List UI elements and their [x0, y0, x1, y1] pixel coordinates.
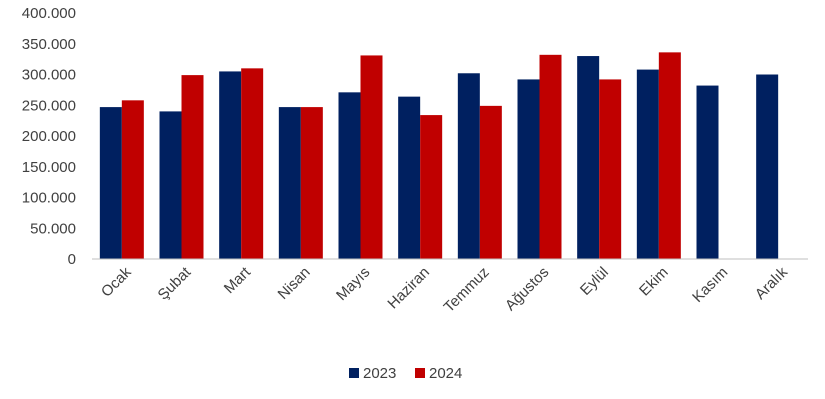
x-tick-label: Ekim	[636, 264, 672, 300]
bar-2023-Ocak	[99, 107, 122, 259]
legend-label: 2023	[363, 365, 396, 382]
x-tick-label: Eylül	[577, 264, 612, 299]
y-tick-label: 300.000	[22, 67, 76, 84]
x-tick-label: Nisan	[275, 264, 314, 303]
bar-2024-Şubat	[181, 75, 204, 260]
bar-2024-Ekim	[658, 52, 681, 259]
y-tick-label: 200.000	[22, 128, 76, 145]
bars	[99, 52, 779, 260]
bar-2024-Nisan	[300, 107, 323, 259]
x-tick-label: Ocak	[98, 263, 135, 300]
bar-2023-Kasım	[696, 85, 719, 259]
bar-2023-Aralık	[756, 74, 779, 259]
bar-2024-Temmuz	[479, 105, 502, 260]
y-tick-label: 250.000	[22, 97, 76, 114]
x-tick-label: Ağustos	[502, 264, 552, 314]
y-tick-label: 350.000	[22, 36, 76, 53]
bar-2023-Ağustos	[517, 79, 540, 259]
y-tick-label: 150.000	[22, 159, 76, 176]
x-tick-label: Mart	[221, 263, 255, 297]
legend-swatch-2023	[349, 368, 359, 378]
x-tick-label: Haziran	[384, 264, 433, 313]
x-tick-label: Kasım	[689, 264, 731, 306]
x-tick-label: Aralık	[752, 263, 791, 302]
legend-label: 2024	[429, 365, 462, 382]
bar-2024-Eylül	[599, 79, 622, 259]
bar-2023-Mayıs	[338, 92, 361, 260]
y-tick-label: 100.000	[22, 190, 76, 207]
y-tick-label: 50.000	[30, 220, 76, 237]
legend: 2023 2024	[349, 365, 462, 382]
legend-swatch-2024	[415, 368, 425, 378]
bar-2023-Şubat	[159, 111, 182, 260]
bar-2023-Haziran	[398, 96, 421, 259]
y-axis: 0 50.000 100.000 150.000 200.000 250.000 300.0…	[22, 5, 76, 268]
y-tick-label: 0	[68, 251, 76, 268]
x-axis: Ocak Şubat Mart Nisan Mayıs Haziran Temmuz Ağus…	[98, 263, 791, 316]
x-tick-label: Temmuz	[441, 264, 493, 316]
bar-2024-Mayıs	[360, 55, 383, 260]
bar-2023-Temmuz	[457, 73, 480, 260]
bar-2023-Eylül	[577, 56, 600, 259]
bar-2024-Haziran	[420, 115, 443, 259]
bar-2024-Ağustos	[539, 54, 562, 259]
x-tick-label: Şubat	[155, 263, 195, 303]
bar-2023-Ekim	[636, 69, 659, 259]
bar-2024-Ocak	[121, 100, 144, 259]
y-tick-label: 400.000	[22, 5, 76, 22]
bar-2023-Nisan	[278, 107, 301, 259]
bar-2024-Mart	[241, 68, 264, 259]
x-tick-label: Mayıs	[333, 264, 373, 304]
bar-2023-Mart	[219, 71, 242, 259]
